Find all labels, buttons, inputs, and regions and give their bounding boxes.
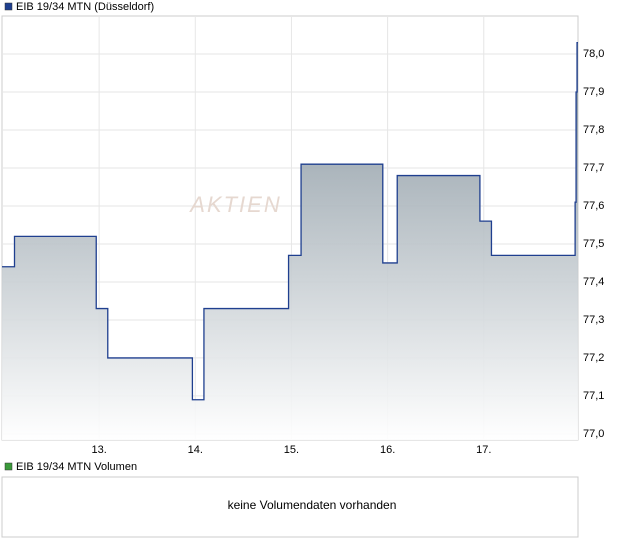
watermark: AKTIEN <box>188 192 281 217</box>
volume-message: keine Volumendaten vorhanden <box>228 498 397 512</box>
line <box>2 41 578 401</box>
y-tick-label: 77,5 <box>583 238 604 250</box>
y-tick-label: 77,6 <box>583 200 604 212</box>
y-tick-label: 77,0 <box>583 428 604 440</box>
y-tick-label: 77,3 <box>583 314 604 326</box>
area <box>2 42 578 441</box>
y-tick-label: 77,1 <box>583 390 604 402</box>
x-tick-label: 17. <box>476 444 491 456</box>
legend-swatch <box>4 2 13 11</box>
volume-frame <box>1 476 579 538</box>
x-tick-label: 13. <box>91 444 106 456</box>
y-tick-label: 78,0 <box>583 48 604 60</box>
x-tick-label: 15. <box>284 444 299 456</box>
x-tick-label: 14. <box>188 444 203 456</box>
legend-label: EIB 19/34 MTN (Düsseldorf) <box>16 1 154 13</box>
y-tick-label: 77,9 <box>583 86 604 98</box>
y-tick-label: 77,4 <box>583 276 604 288</box>
x-tick-label: 16. <box>380 444 395 456</box>
y-tick-label: 77,8 <box>583 124 604 136</box>
y-tick-label: 77,7 <box>583 162 604 174</box>
volume-legend-swatch <box>4 462 13 471</box>
volume-legend-label: EIB 19/34 MTN Volumen <box>16 461 137 473</box>
y-tick-label: 77,2 <box>583 352 604 364</box>
